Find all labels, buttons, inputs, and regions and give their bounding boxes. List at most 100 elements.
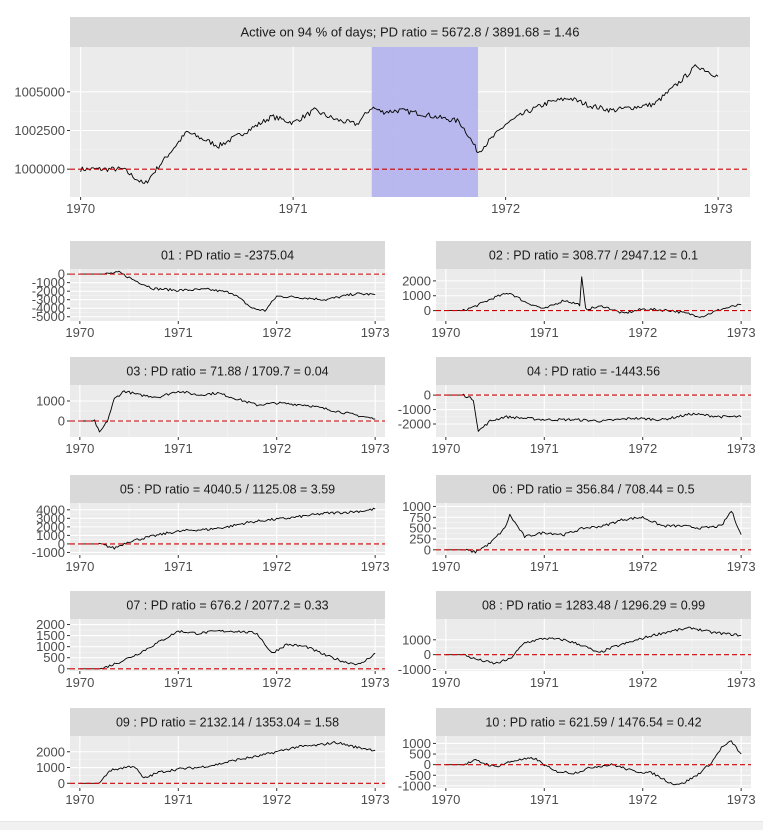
y-tick-label: 0 xyxy=(424,303,431,318)
x-tick-label: 1971 xyxy=(164,792,193,807)
series-line xyxy=(80,64,719,184)
x-tick-label: 1971 xyxy=(164,559,193,574)
x-tick-label: 1973 xyxy=(727,325,756,340)
series-line xyxy=(445,626,742,665)
y-tick-label: 500 xyxy=(43,650,65,665)
chart-p05: 05 : PD ratio = 4040.5 / 1125.08 = 3.59 1… xyxy=(32,475,390,574)
y-tick-label: 500 xyxy=(409,521,431,536)
y-tick-label: 2000 xyxy=(36,744,65,759)
y-tick-label: -1000 xyxy=(398,662,431,677)
series-line xyxy=(445,276,742,318)
strip-title-p04: 04 : PD ratio = -1443.56 xyxy=(527,365,660,379)
y-tick-label: 2000 xyxy=(36,519,65,534)
x-tick-label: 1972 xyxy=(262,792,291,807)
y-tick-label: -500 xyxy=(405,768,431,783)
x-tick-label: 1970 xyxy=(431,441,460,456)
chart-p08: 08 : PD ratio = 1283.48 / 1296.29 = 0.99… xyxy=(398,591,756,690)
bottom-bar xyxy=(0,821,763,830)
x-tick-label: 1971 xyxy=(530,441,559,456)
strip-p09 xyxy=(70,708,385,736)
strip-title-p06: 06 : PD ratio = 356.84 / 708.44 = 0.5 xyxy=(492,483,694,497)
y-tick-label: -2000 xyxy=(32,284,65,299)
chart-p07: 07 : PD ratio = 676.2 / 2077.2 = 0.33 197… xyxy=(36,591,390,690)
strip-p08 xyxy=(436,591,751,619)
strip-title-p03: 03 : PD ratio = 71.88 / 1709.7 = 0.04 xyxy=(126,365,328,379)
x-tick-label: 1972 xyxy=(262,325,291,340)
series-line xyxy=(445,740,742,786)
x-tick-label: 1970 xyxy=(431,325,460,340)
strip-title-p07: 07 : PD ratio = 676.2 / 2077.2 = 0.33 xyxy=(126,599,328,613)
y-tick-label: 1000000 xyxy=(14,162,65,177)
chart-p10: 10 : PD ratio = 621.59 / 1476.54 = 0.42 1… xyxy=(398,708,756,807)
x-tick-label: 1972 xyxy=(262,675,291,690)
x-tick-label: 1970 xyxy=(65,559,94,574)
strip-p03 xyxy=(70,357,385,385)
y-tick-label: -2000 xyxy=(398,417,431,432)
y-tick-label: -3000 xyxy=(32,292,65,307)
strip-p10 xyxy=(436,708,751,736)
chart-main: Active on 94 % of days; PD ratio = 5672.… xyxy=(14,17,750,216)
strip-p04 xyxy=(436,357,751,385)
y-tick-label: 1000 xyxy=(36,760,65,775)
x-tick-label: 1971 xyxy=(530,325,559,340)
x-tick-label: 1970 xyxy=(65,325,94,340)
x-tick-label: 1973 xyxy=(727,792,756,807)
x-tick-label: 1971 xyxy=(164,675,193,690)
x-tick-label: 1972 xyxy=(262,441,291,456)
strip-p06 xyxy=(436,475,751,503)
y-tick-label: 250 xyxy=(409,531,431,546)
y-tick-label: 0 xyxy=(424,647,431,662)
strip-main xyxy=(70,17,750,47)
y-tick-label: 2000 xyxy=(36,617,65,632)
series-line xyxy=(79,390,376,433)
x-tick-label: 1971 xyxy=(530,559,559,574)
x-tick-label: 1970 xyxy=(431,675,460,690)
x-tick-label: 1972 xyxy=(628,559,657,574)
y-tick-label: 1002500 xyxy=(14,123,65,138)
x-tick-label: 1972 xyxy=(628,792,657,807)
x-tick-label: 1970 xyxy=(66,201,95,216)
x-tick-label: 1972 xyxy=(491,201,520,216)
x-tick-label: 1973 xyxy=(361,559,390,574)
y-tick-label: 1500 xyxy=(36,628,65,643)
series-line xyxy=(79,629,376,670)
y-tick-label: 1000 xyxy=(402,499,431,514)
y-tick-label: -1000 xyxy=(398,402,431,417)
x-tick-label: 1970 xyxy=(431,559,460,574)
y-tick-label: 4000 xyxy=(36,502,65,517)
y-tick-label: 0 xyxy=(424,757,431,772)
y-tick-label: 3000 xyxy=(36,511,65,526)
x-tick-label: 1972 xyxy=(628,441,657,456)
y-tick-label: 750 xyxy=(409,510,431,525)
x-tick-label: 1972 xyxy=(628,325,657,340)
chart-p06: 06 : PD ratio = 356.84 / 708.44 = 0.5 197… xyxy=(402,475,756,574)
y-tick-label: -1000 xyxy=(32,275,65,290)
series-line xyxy=(445,393,742,432)
x-tick-label: 1971 xyxy=(530,792,559,807)
x-tick-label: 1972 xyxy=(262,559,291,574)
strip-p01 xyxy=(70,241,385,269)
chart-p09: 09 : PD ratio = 2132.14 / 1353.04 = 1.58… xyxy=(36,708,390,807)
y-tick-label: 0 xyxy=(58,661,65,676)
x-tick-label: 1971 xyxy=(530,675,559,690)
y-tick-label: -1000 xyxy=(32,545,65,560)
series-line xyxy=(79,507,376,550)
strip-title-p05: 05 : PD ratio = 4040.5 / 1125.08 = 3.59 xyxy=(120,483,335,497)
strip-p02 xyxy=(436,241,751,269)
x-tick-label: 1970 xyxy=(65,675,94,690)
chart-p01: 01 : PD ratio = -2375.04 1970 1971 1972 1973… xyxy=(32,241,390,340)
x-tick-label: 1973 xyxy=(361,675,390,690)
strip-p07 xyxy=(70,591,385,619)
y-tick-label: 0 xyxy=(58,267,65,282)
x-tick-label: 1971 xyxy=(279,201,308,216)
x-tick-label: 1971 xyxy=(164,441,193,456)
y-tick-label: -5000 xyxy=(32,309,65,324)
x-tick-label: 1971 xyxy=(164,325,193,340)
strip-p05 xyxy=(70,475,385,503)
x-tick-label: 1973 xyxy=(727,675,756,690)
y-tick-label: 0 xyxy=(58,776,65,791)
y-tick-label: 0 xyxy=(58,536,65,551)
x-tick-label: 1973 xyxy=(361,441,390,456)
chart-p03: 03 : PD ratio = 71.88 / 1709.7 = 0.04 197… xyxy=(36,357,390,456)
